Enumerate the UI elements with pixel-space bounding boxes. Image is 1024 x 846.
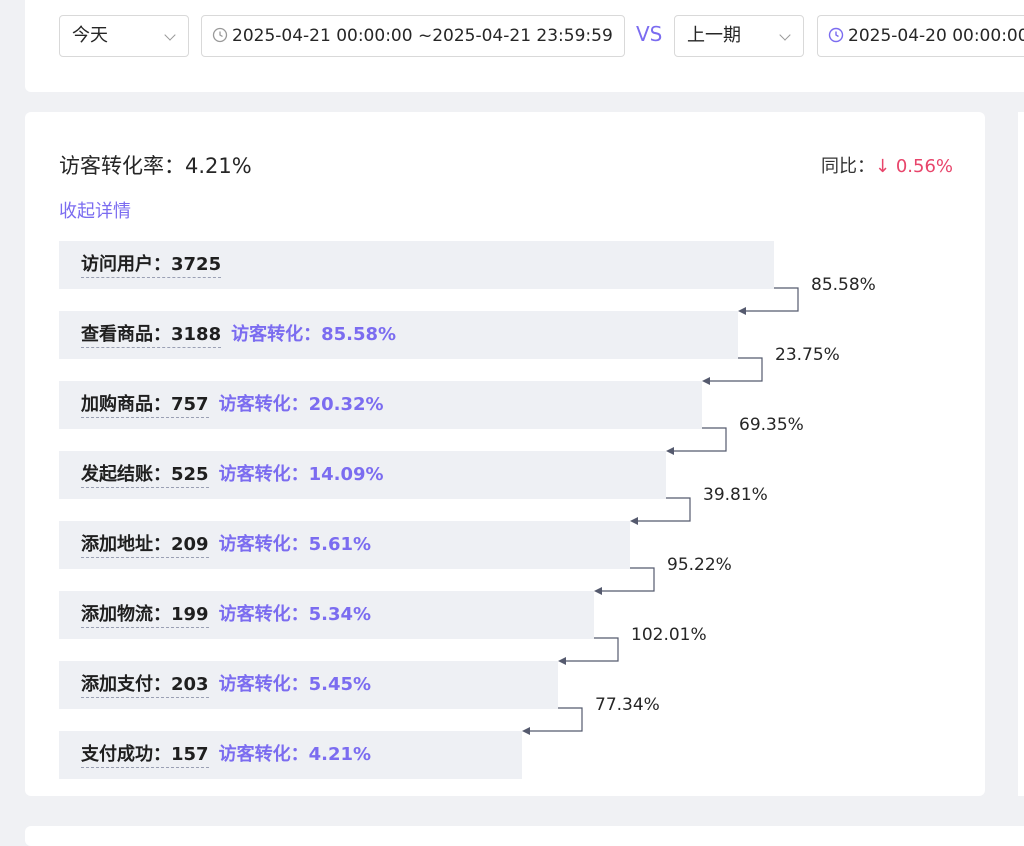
funnel-stage: 添加物流：199 访客转化：5.34% — [59, 591, 594, 639]
step-rate: 95.22% — [667, 555, 732, 575]
arrow-left-icon — [738, 307, 746, 315]
step-connector — [704, 357, 763, 382]
funnel-stage: 加购商品：757 访客转化：20.32% — [59, 381, 702, 429]
stage-conversion: 访客转化：4.21% — [218, 744, 372, 765]
range-end: 2025-04-21 23:59:59 — [432, 26, 613, 46]
yoy-label: 同比： — [820, 156, 875, 177]
compare-date-range-picker[interactable]: 2025-04-20 00:00:00 — [817, 15, 1024, 57]
step-connectors — [522, 287, 799, 735]
step-connector — [668, 427, 727, 452]
funnel-stage: 添加地址：209 访客转化：5.61% — [59, 521, 630, 569]
funnel-stage: 访问用户：3725 — [59, 241, 774, 289]
step-connector — [632, 497, 691, 522]
step-rate: 77.34% — [595, 695, 660, 715]
compare-period-select[interactable]: 上一期 — [674, 15, 804, 57]
stage-label: 添加地址：209 访客转化：5.61% — [81, 521, 371, 569]
step-connector — [740, 287, 799, 312]
stage-conversion: 访客转化：5.45% — [218, 674, 372, 695]
arrow-left-icon — [630, 517, 638, 525]
conversion-rate-value: 4.21% — [185, 154, 252, 178]
stage-name: 发起结账：525 — [81, 464, 209, 488]
funnel-stage: 支付成功：157 访客转化：4.21% — [59, 731, 522, 779]
compare-select-value: 上一期 — [687, 25, 741, 46]
stage-label: 查看商品：3188 访客转化：85.58% — [81, 311, 396, 359]
arrow-left-icon — [702, 377, 710, 385]
yoy-indicator: 同比：↓ 0.56% — [821, 152, 953, 178]
funnel-stage: 添加支付：203 访客转化：5.45% — [59, 661, 558, 709]
stage-conversion: 访客转化：5.34% — [218, 604, 372, 625]
stage-name: 添加地址：209 — [81, 534, 209, 558]
arrow-left-icon — [558, 657, 566, 665]
stage-conversion: 访客转化：20.32% — [218, 394, 384, 415]
stage-name: 加购商品：757 — [81, 394, 209, 418]
funnel-stage: 发起结账：525 访客转化：14.09% — [59, 451, 666, 499]
clock-icon — [212, 27, 228, 42]
step-connector — [560, 637, 619, 662]
stage-label: 加购商品：757 访客转化：20.32% — [81, 381, 384, 429]
period-select-value: 今天 — [72, 25, 108, 46]
compare-range-start: 2025-04-20 00:00:00 — [848, 26, 1024, 46]
side-panel — [1018, 112, 1024, 796]
stage-conversion: 访客转化：5.61% — [218, 534, 372, 555]
step-connector — [524, 707, 583, 732]
stage-name: 查看商品：3188 — [81, 324, 222, 348]
arrow-left-icon — [522, 727, 530, 735]
chevron-down-icon — [164, 29, 176, 41]
step-rate: 85.58% — [811, 275, 876, 295]
stage-conversion: 访客转化：14.09% — [218, 464, 384, 485]
period-select[interactable]: 今天 — [59, 15, 189, 57]
stage-label: 支付成功：157 访客转化：4.21% — [81, 731, 371, 779]
yoy-value: 0.56% — [895, 156, 953, 177]
arrow-left-icon — [666, 447, 674, 455]
step-rate: 39.81% — [703, 485, 768, 505]
collapse-details-link[interactable]: 收起详情 — [59, 201, 131, 222]
funnel-stage: 查看商品：3188 访客转化：85.58% — [59, 311, 738, 359]
stage-name: 添加物流：199 — [81, 604, 209, 628]
stage-name: 访问用户：3725 — [81, 254, 222, 278]
stage-name: 添加支付：203 — [81, 674, 209, 698]
next-card — [25, 826, 1024, 846]
funnel-card: 访客转化率：4.21% 同比：↓ 0.56% 收起详情 访问用户：3725 查看商… — [25, 112, 985, 796]
stage-label: 添加物流：199 访客转化：5.34% — [81, 591, 371, 639]
stage-conversion: 访客转化：85.58% — [231, 324, 397, 345]
step-connector — [596, 567, 655, 592]
clock-icon — [828, 27, 844, 42]
step-rate: 102.01% — [631, 625, 707, 645]
chevron-down-icon — [779, 29, 791, 41]
conversion-rate-label: 访客转化率： — [59, 154, 185, 178]
range-start: 2025-04-21 00:00:00 — [232, 26, 413, 46]
stage-label: 访问用户：3725 — [81, 241, 222, 289]
step-rate: 23.75% — [775, 345, 840, 365]
step-rate: 69.35% — [739, 415, 804, 435]
arrow-left-icon — [594, 587, 602, 595]
range-separator: ~ — [417, 26, 433, 46]
stage-label: 添加支付：203 访客转化：5.45% — [81, 661, 371, 709]
down-arrow-icon: ↓ — [874, 156, 891, 177]
vs-label: VS — [636, 22, 663, 46]
date-range-picker[interactable]: 2025-04-21 00:00:00 ~2025-04-21 23:59:59 — [201, 15, 625, 57]
stage-label: 发起结账：525 访客转化：14.09% — [81, 451, 384, 499]
stage-name: 支付成功：157 — [81, 744, 209, 768]
conversion-rate-title: 访客转化率：4.21% — [59, 150, 252, 180]
